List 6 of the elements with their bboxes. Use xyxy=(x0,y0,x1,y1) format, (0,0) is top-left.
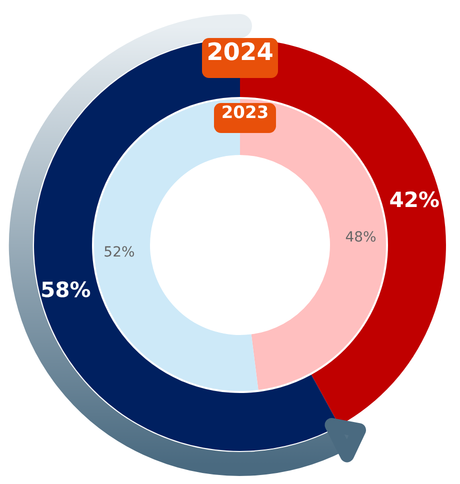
slice-label: 2024 xyxy=(202,38,278,78)
slice-label: 2023 xyxy=(214,103,276,133)
data-label: 48% xyxy=(345,229,376,246)
data-label: 58% xyxy=(40,278,91,302)
data-label: 52% xyxy=(104,244,135,261)
data-label: 42% xyxy=(389,188,440,212)
